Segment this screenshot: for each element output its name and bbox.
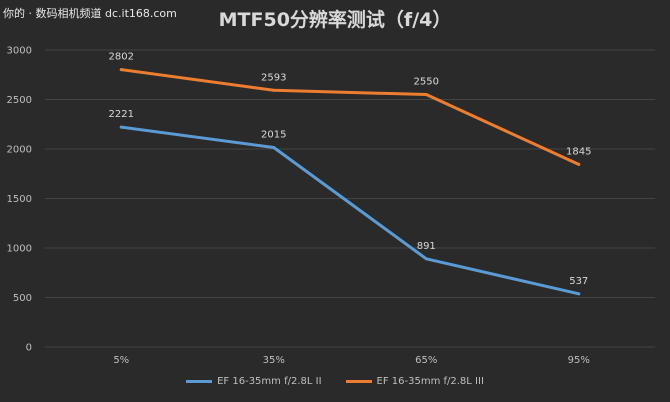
legend-label-series-2: EF 16-35mm f/2.8L III xyxy=(376,376,484,387)
data-point-series-2 xyxy=(272,88,276,92)
legend-item-series-2: EF 16-35mm f/2.8L III xyxy=(345,376,484,387)
x-tick-label: 65% xyxy=(415,355,437,366)
data-label-series-2: 2550 xyxy=(414,77,439,88)
watermark: 你的 · 数码相机频道 dc.it168.com xyxy=(3,7,177,20)
legend-swatch-series-1 xyxy=(186,380,213,383)
data-point-series-1 xyxy=(272,146,276,150)
y-tick-label: 1000 xyxy=(7,244,32,255)
data-label-series-2: 2593 xyxy=(261,72,286,83)
data-label-series-1: 537 xyxy=(569,276,588,287)
series-line-1 xyxy=(119,125,581,296)
data-point-series-1 xyxy=(577,292,581,296)
data-label-series-1: 891 xyxy=(417,241,436,252)
data-point-series-2 xyxy=(577,162,581,166)
y-tick-label: 2000 xyxy=(7,145,32,156)
chart-title: MTF50分辨率测试（f/4） xyxy=(218,9,452,31)
x-tick-label: 35% xyxy=(263,355,285,366)
y-tick-label: 1500 xyxy=(7,194,32,205)
data-label-series-2: 1845 xyxy=(566,146,591,157)
legend-label-series-1: EF 16-35mm f/2.8L II xyxy=(217,376,322,387)
series-line-2 xyxy=(119,68,581,166)
data-label-series-1: 2015 xyxy=(261,130,286,141)
data-point-series-2 xyxy=(424,93,428,97)
data-label-series-2: 2802 xyxy=(109,52,134,63)
data-point-series-1 xyxy=(424,257,428,261)
data-point-series-1 xyxy=(119,125,123,129)
data-label-series-1: 2221 xyxy=(109,109,134,120)
x-tick-label: 5% xyxy=(113,355,129,366)
y-tick-label: 2500 xyxy=(7,95,32,106)
y-tick-label: 500 xyxy=(13,293,32,304)
data-point-series-2 xyxy=(119,68,123,72)
y-tick-label: 3000 xyxy=(7,46,32,57)
legend-item-series-1: EF 16-35mm f/2.8L II xyxy=(186,376,322,387)
legend: EF 16-35mm f/2.8L II EF 16-35mm f/2.8L I… xyxy=(0,376,670,387)
legend-swatch-series-2 xyxy=(345,380,372,383)
x-tick-label: 95% xyxy=(568,355,590,366)
y-tick-label: 0 xyxy=(26,343,32,354)
